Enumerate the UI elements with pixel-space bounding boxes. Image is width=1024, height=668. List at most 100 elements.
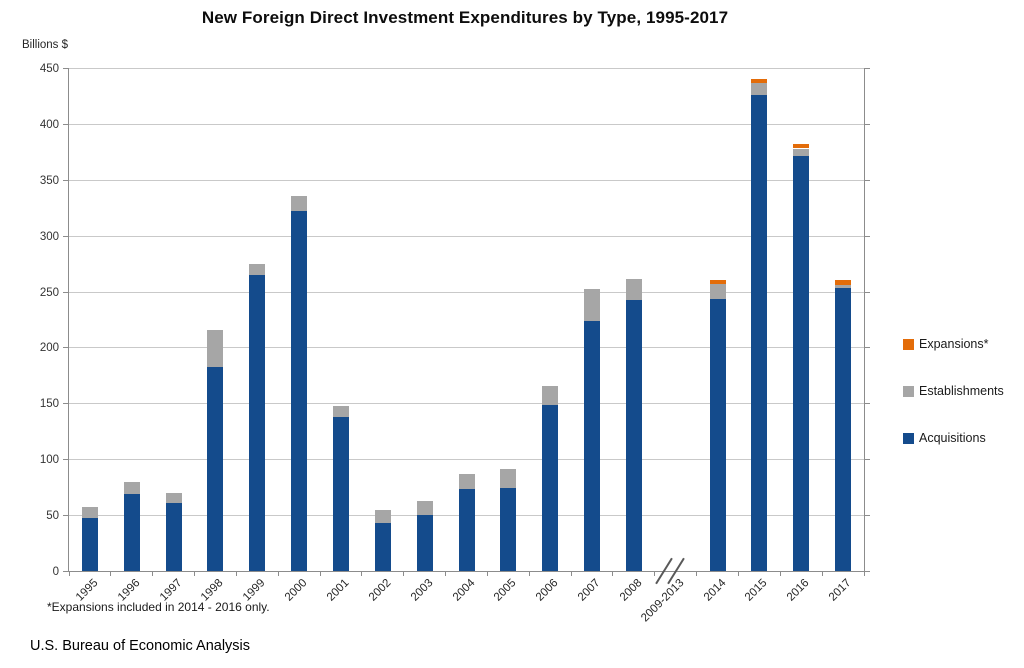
bar-segment	[165, 492, 182, 504]
bar-segment	[81, 507, 98, 518]
bar-segment	[542, 386, 559, 406]
x-tick-label: 2006	[534, 577, 561, 604]
y-axis-tick	[63, 235, 68, 237]
gridline	[69, 403, 864, 405]
plot-area: 0 50 100 150 200 250 300 350 400 450 1995 1996 1997 1…	[40, 63, 870, 624]
y-axis-tick-right	[865, 459, 870, 461]
x-axis-tick	[654, 571, 656, 576]
gridline	[69, 347, 864, 349]
bar-segment	[793, 156, 810, 571]
y-axis-tick-right	[865, 403, 870, 405]
gridline	[69, 235, 864, 237]
x-axis-tick	[486, 571, 488, 576]
legend-item: Establishments	[903, 384, 1004, 398]
x-tick-label: 2009-2013	[638, 577, 687, 625]
x-tick-label: 2016	[785, 577, 812, 604]
bar-segment	[416, 500, 433, 516]
y-axis-unit-label: Billions $	[22, 39, 69, 51]
x-axis-tick	[570, 571, 572, 576]
bar-segment	[709, 284, 726, 300]
x-tick-label: 2007	[575, 577, 603, 604]
x-axis-tick	[612, 571, 614, 576]
bar-segment	[207, 330, 224, 368]
x-axis-tick	[110, 571, 112, 576]
legend-item-label: Acquisitions	[919, 431, 986, 445]
bar-segment	[332, 416, 349, 571]
y-axis-tick-right	[865, 291, 870, 293]
y-axis-tick-right	[865, 179, 870, 181]
y-tick-label: 0	[52, 566, 59, 578]
bar-segment	[291, 210, 308, 571]
y-axis-tick	[63, 403, 68, 405]
gridline	[69, 179, 864, 181]
x-axis-tick	[152, 571, 154, 576]
bar-segment	[458, 474, 475, 489]
x-tick-label: 2003	[408, 577, 436, 604]
legend-item-label: Establishments	[919, 384, 1004, 398]
y-tick-label: 300	[39, 230, 59, 243]
bar-segment	[709, 279, 726, 285]
bar-segment	[207, 367, 224, 571]
y-tick-label: 400	[39, 118, 59, 131]
x-axis-tick	[696, 571, 698, 576]
bar-segment	[374, 522, 391, 571]
x-axis-tick	[194, 571, 196, 576]
x-axis-tick	[821, 571, 823, 576]
y-axis-tick	[63, 68, 68, 69]
x-axis-tick	[361, 571, 363, 576]
legend-item: Acquisitions	[903, 431, 1004, 445]
x-tick-label: 2015	[743, 577, 770, 604]
bar-segment	[500, 487, 517, 571]
bar-segment	[123, 494, 140, 571]
bar-segment	[625, 299, 642, 571]
bar-segment	[625, 279, 642, 300]
bar-segment	[751, 78, 768, 84]
x-axis-tick	[737, 571, 739, 576]
legend-item: Expansions*	[903, 337, 1004, 351]
x-axis-tick	[528, 571, 530, 576]
chart-footnote: *Expansions included in 2014 - 2016 only…	[47, 600, 270, 614]
legend: Expansions* Establishments Acquisitions	[903, 337, 1004, 478]
x-tick-label: 2004	[450, 577, 477, 604]
x-axis-tick	[319, 571, 321, 576]
gridline	[69, 68, 864, 69]
x-axis-tick	[403, 571, 405, 576]
bar-segment	[751, 83, 768, 95]
bar-segment	[249, 274, 266, 571]
x-tick-label: 2008	[617, 577, 645, 604]
y-tick-label: 150	[39, 398, 59, 411]
legend-item-label: Expansions*	[919, 337, 989, 351]
legend-swatch	[903, 385, 914, 397]
y-axis-tick	[63, 291, 68, 293]
x-tick-label: 2001	[324, 577, 352, 604]
bar-segment	[584, 289, 601, 322]
y-axis-tick-right	[865, 347, 870, 349]
legend-swatch	[903, 432, 914, 444]
bar-segment	[835, 284, 852, 289]
bar-segment	[793, 144, 810, 149]
bar-segment	[584, 321, 601, 571]
y-axis-tick	[63, 459, 68, 461]
bar-segment	[291, 196, 308, 211]
bar-segment	[165, 503, 182, 571]
x-tick-label: 2014	[701, 577, 729, 604]
y-axis-tick	[63, 123, 68, 125]
bar-segment	[123, 481, 140, 495]
gridline	[69, 459, 864, 461]
bar-segment	[835, 288, 852, 571]
y-axis-tick	[63, 179, 68, 181]
bar-segment	[332, 406, 349, 417]
x-axis-tick	[863, 571, 865, 576]
y-axis-tick-right	[865, 68, 870, 69]
bar-segment	[374, 510, 391, 523]
y-axis-tick-right	[865, 515, 870, 517]
y-axis-tick	[63, 347, 68, 349]
bar-segment	[709, 299, 726, 571]
y-tick-label: 250	[39, 286, 59, 299]
y-tick-label: 200	[39, 342, 59, 355]
gridline	[69, 291, 864, 293]
y-axis-tick-right	[865, 571, 870, 572]
bar-segment	[500, 468, 517, 488]
bar-segment	[249, 263, 266, 275]
